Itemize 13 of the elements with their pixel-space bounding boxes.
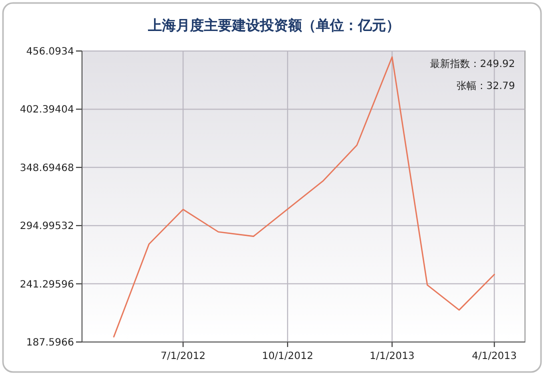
y-tick-label: 348.69468: [20, 162, 74, 174]
annotation: 最新指数：249.92: [430, 58, 515, 70]
y-tick-label: 402.39404: [20, 104, 74, 116]
x-tick-label: 1/1/2013: [370, 351, 415, 362]
chart-title: 上海月度主要建设投资额（单位：亿元）: [147, 17, 400, 34]
y-tick-label: 294.99532: [20, 221, 74, 232]
x-tick-label: 4/1/2013: [472, 351, 517, 362]
x-tick-label: 10/1/2012: [262, 351, 314, 362]
y-tick-label: 241.29596: [20, 279, 74, 290]
x-tick-label: 7/1/2012: [160, 351, 206, 362]
y-tick-label: 187.5966: [26, 338, 74, 348]
annotation: 张幅：32.79: [456, 80, 515, 92]
y-tick-label: 456.0934: [26, 46, 74, 58]
